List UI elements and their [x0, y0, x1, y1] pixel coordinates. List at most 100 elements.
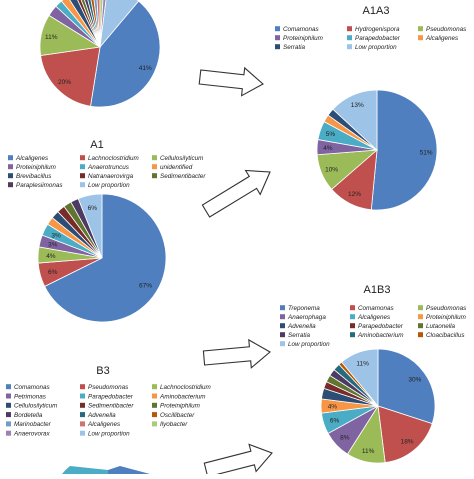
legend-label: Comamonas — [358, 305, 395, 312]
legend-swatch — [6, 412, 11, 418]
legend-label: Advenella — [87, 412, 116, 419]
slice-label: 4% — [323, 145, 333, 152]
legend-label: Ilyobacter — [160, 421, 188, 428]
legend-swatch — [6, 402, 11, 408]
arrow-to-a1a3 — [198, 66, 264, 97]
legend-label: Proteiniphilum — [283, 35, 323, 42]
pie-slice — [377, 405, 433, 463]
legend-swatch — [80, 182, 85, 188]
legend-label: Pseudomonas — [426, 26, 467, 33]
legend-swatch — [418, 26, 423, 32]
slice-label: 20% — [58, 79, 71, 86]
legend-swatch — [80, 421, 85, 427]
legend-label: Petrimonas — [14, 393, 47, 400]
legend-swatch — [6, 384, 11, 390]
legend-swatch — [418, 332, 423, 338]
legend-label: Parapedobacter — [358, 323, 404, 330]
legend-label: Sedimentibacter — [88, 403, 134, 410]
legend-label: Alcaligenes — [15, 155, 49, 162]
pie-slice — [44, 193, 167, 323]
legend-label: Marinobacter — [14, 421, 52, 428]
pie-slice — [77, 0, 101, 48]
legend-swatch — [418, 323, 423, 329]
legend-swatch — [275, 35, 280, 41]
legend-swatch — [152, 384, 157, 390]
legend-label: Comamonas — [283, 26, 320, 33]
legend-swatch — [152, 402, 157, 408]
pie-slice — [377, 348, 436, 425]
legend-swatch — [418, 314, 423, 320]
legend-label: unidentified — [160, 164, 193, 171]
legend-label: Sedimentibacter — [160, 173, 206, 180]
chart-title: B3 — [96, 365, 109, 377]
pie-slice — [90, 0, 101, 48]
legend-swatch — [8, 155, 13, 161]
legend-swatch — [350, 323, 355, 329]
pie-slice — [108, 466, 150, 474]
legend-label: Serratia — [288, 332, 311, 339]
legend-swatch — [418, 305, 423, 311]
legend-label: Pseudomonas — [426, 305, 467, 312]
slice-label: 6% — [88, 205, 98, 212]
legend-swatch — [80, 393, 85, 399]
legend-label: Aminobacterium — [357, 332, 404, 339]
slice-label: 13% — [351, 102, 364, 109]
legend-swatch — [280, 305, 285, 311]
legend-label: Cloacibacillus — [426, 332, 465, 339]
legend-label: Aminobacterium — [159, 393, 206, 400]
legend-swatch — [347, 44, 352, 50]
legend-label: Hydrogenispora — [355, 26, 400, 33]
legend-swatch — [418, 35, 423, 41]
slice-label: 18% — [401, 438, 414, 445]
pie-slice — [87, 0, 101, 48]
legend-label: Brevibacillus — [16, 173, 52, 180]
legend-label: Parapedobacter — [355, 35, 401, 42]
slice-label: 8% — [340, 435, 350, 442]
slice-label: 6% — [48, 269, 58, 276]
pie-slice — [60, 0, 101, 48]
legend-label: Low proportion — [288, 341, 330, 348]
legend-label: Oscillibacter — [160, 412, 195, 419]
legend-swatch — [280, 332, 285, 338]
slice-label: 5% — [326, 131, 336, 138]
slice-label: 10% — [325, 166, 338, 173]
legend-swatch — [152, 155, 157, 161]
chart-title: A1B3 — [364, 284, 391, 296]
legend-label: Lachnoclostridium — [88, 155, 139, 162]
pie-slice — [62, 466, 108, 474]
slice-label: 12% — [348, 191, 361, 198]
legend-swatch — [80, 402, 85, 408]
legend-label: Natranaerovirga — [88, 173, 134, 180]
legend-swatch — [280, 323, 285, 329]
legend-swatch — [6, 430, 11, 436]
arrow-to-a1b3-from-b3 — [203, 443, 273, 478]
legend-swatch — [80, 164, 85, 170]
legend-swatch — [8, 182, 13, 188]
legend-swatch — [347, 26, 352, 32]
legend-swatch — [80, 412, 85, 418]
legend-label: Lachnoclostridium — [160, 384, 211, 391]
legend-label: Cellulosilyticum — [14, 403, 57, 410]
pie-slice — [77, 193, 103, 259]
pie-slice — [90, 0, 161, 108]
legend-swatch — [275, 44, 280, 50]
legend-label: Serratia — [283, 44, 306, 51]
pie-slice — [96, 0, 101, 48]
slice-label: 3% — [48, 242, 58, 249]
legend-swatch — [152, 412, 157, 418]
legend-label: Anaerovorax — [13, 431, 51, 438]
legend-swatch — [280, 341, 285, 347]
legend-swatch — [80, 173, 85, 179]
pie-slice — [341, 348, 379, 408]
pie-slice — [80, 0, 101, 48]
legend-swatch — [350, 314, 355, 320]
legend-label: Paraplesiimonas — [16, 182, 63, 189]
legend-label: Low proportion — [88, 182, 130, 189]
pie-slice — [93, 0, 101, 48]
slice-label: 11% — [45, 34, 58, 41]
slice-label: 30% — [408, 377, 421, 384]
legend-swatch — [6, 421, 11, 427]
legend-label: Low proportion — [88, 431, 130, 438]
pie-slice — [84, 0, 101, 48]
